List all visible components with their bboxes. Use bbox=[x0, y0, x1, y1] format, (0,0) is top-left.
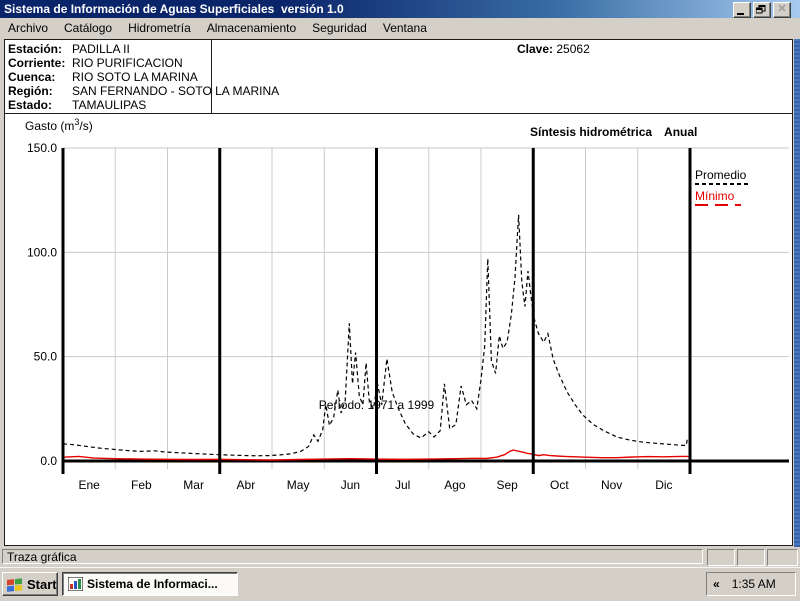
status-panel-2 bbox=[737, 549, 765, 566]
x-tick-label: Feb bbox=[131, 478, 152, 492]
info-value: SAN FERNANDO - SOTO LA MARINA bbox=[72, 84, 280, 98]
hydrograph-chart: 0.0 50.0 100.0 150.0 Ene Feb Mar Abr May Jun Jul Ag… bbox=[27, 141, 789, 492]
close-icon: ✕ bbox=[777, 3, 787, 15]
system-tray: « 1:35 AM bbox=[706, 572, 796, 596]
tray-clock: 1:35 AM bbox=[731, 577, 776, 591]
taskbar: Start Sistema de Informaci... « 1:35 AM bbox=[0, 567, 800, 601]
restore-button[interactable] bbox=[753, 2, 771, 18]
legend-minimo-label: Mínimo bbox=[695, 189, 735, 203]
info-row-corriente: Corriente: RIO PURIFICACION bbox=[8, 56, 279, 70]
y-tick-label: 150.0 bbox=[27, 141, 57, 155]
x-tick-label: Sep bbox=[496, 478, 518, 492]
start-button[interactable]: Start bbox=[2, 572, 58, 596]
minimize-button[interactable] bbox=[733, 2, 751, 18]
info-value: RIO SOTO LA MARINA bbox=[72, 70, 198, 84]
clave-label: Clave: bbox=[517, 42, 554, 56]
y-axis-title: Gasto (m3/s) bbox=[25, 117, 93, 133]
x-tick-label: Abr bbox=[237, 478, 256, 492]
close-button[interactable]: ✕ bbox=[773, 2, 791, 18]
task-button-label: Sistema de Informaci... bbox=[87, 577, 218, 591]
windows-logo-icon bbox=[7, 577, 22, 592]
x-tick-label: Oct bbox=[550, 478, 569, 492]
menu-item-catalogo[interactable]: Catálogo bbox=[64, 21, 113, 35]
info-value: RIO PURIFICACION bbox=[72, 56, 183, 70]
info-row-cuenca: Cuenca: RIO SOTO LA MARINA bbox=[8, 70, 279, 84]
menu-item-almacenamiento[interactable]: Almacenamiento bbox=[206, 21, 297, 35]
status-bar: Traza gráfica bbox=[0, 547, 800, 567]
x-tick-label: Dic bbox=[655, 478, 672, 492]
series-promedio bbox=[62, 214, 690, 457]
x-tick-label: Jul bbox=[395, 478, 410, 492]
info-row-estado: Estado: TAMAULIPAS bbox=[8, 98, 279, 112]
x-tick-label: Nov bbox=[601, 478, 622, 492]
info-value: PADILLA II bbox=[72, 42, 130, 56]
info-label: Corriente: bbox=[8, 56, 66, 70]
status-panel-3 bbox=[767, 549, 798, 566]
x-tick-label: Mar bbox=[183, 478, 204, 492]
legend-promedio-line-sample bbox=[695, 183, 749, 185]
x-tick-label: Jun bbox=[341, 478, 360, 492]
info-row-region: Región: SAN FERNANDO - SOTO LA MARINA bbox=[8, 84, 279, 98]
x-tick-label: May bbox=[287, 478, 310, 492]
menu-item-ventana[interactable]: Ventana bbox=[382, 21, 427, 35]
status-text: Traza gráfica bbox=[2, 549, 703, 564]
legend-minimo-line-sample bbox=[695, 204, 741, 206]
minimize-icon bbox=[737, 13, 744, 15]
clave-value: 25062 bbox=[556, 42, 590, 56]
desktop-background-sliver bbox=[794, 39, 800, 547]
task-button-sias[interactable]: Sistema de Informaci... bbox=[62, 572, 238, 596]
app-icon bbox=[68, 577, 83, 591]
y-tick-label: 50.0 bbox=[34, 350, 58, 364]
info-label: Estación: bbox=[8, 42, 63, 56]
y-tick-label: 0.0 bbox=[40, 454, 57, 468]
clave-field: Clave: 25062 bbox=[517, 42, 590, 56]
info-label: Región: bbox=[8, 84, 53, 98]
menu-bar: Archivo Catálogo Hidrometría Almacenamiento… bbox=[0, 18, 800, 39]
tray-collapse-chevron[interactable]: « bbox=[713, 577, 720, 591]
station-info-panel: Estación: PADILLA II Corriente: RIO PURIFI… bbox=[8, 42, 279, 112]
info-label: Estado: bbox=[8, 98, 53, 112]
info-value: TAMAULIPAS bbox=[72, 98, 147, 112]
menu-item-archivo[interactable]: Archivo bbox=[8, 21, 49, 35]
chart-mode-label: Anual bbox=[664, 125, 698, 139]
info-row-estacion: Estación: PADILLA II bbox=[8, 42, 279, 56]
chart-legend: Promedio Mínimo bbox=[693, 167, 751, 207]
info-label: Cuenca: bbox=[8, 70, 56, 84]
restore-icon bbox=[756, 5, 766, 14]
x-tick-label: Ago bbox=[444, 478, 466, 492]
legend-promedio-label: Promedio bbox=[695, 168, 747, 182]
window-title: Sistema de Información de Aguas Superfic… bbox=[4, 2, 344, 16]
client-area: Estación: PADILLA II Corriente: RIO PURIFI… bbox=[4, 39, 793, 546]
header-vertical-divider bbox=[211, 40, 212, 113]
window-titlebar: Sistema de Información de Aguas Superfic… bbox=[0, 0, 800, 18]
start-label: Start bbox=[27, 576, 57, 592]
y-tick-label: 100.0 bbox=[27, 245, 57, 259]
chart-subtitle: Síntesis hidrométrica Anual bbox=[530, 125, 698, 139]
header-bottom-divider bbox=[5, 113, 792, 114]
x-tick-label: Ene bbox=[78, 478, 100, 492]
window-controls: ✕ bbox=[733, 2, 791, 18]
menu-item-hidrometria[interactable]: Hidrometría bbox=[128, 21, 191, 35]
menu-item-seguridad[interactable]: Seguridad bbox=[312, 21, 367, 35]
series-mínimo bbox=[62, 449, 690, 461]
status-panel-1 bbox=[707, 549, 735, 566]
period-label: Período: 1971 a 1999 bbox=[318, 398, 435, 412]
